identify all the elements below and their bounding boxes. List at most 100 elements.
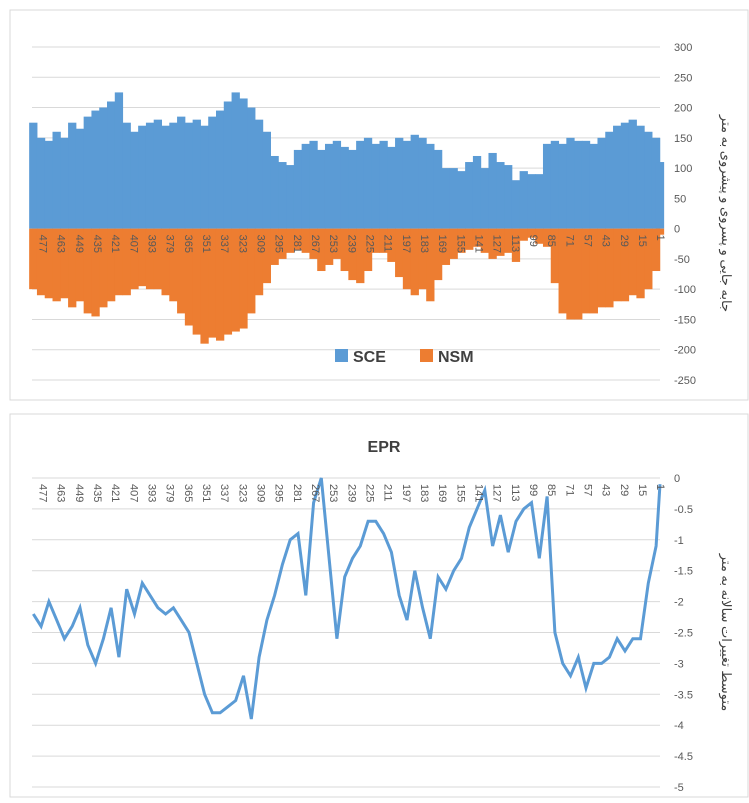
chart-frame	[9, 413, 749, 798]
bar	[114, 228, 124, 296]
x-tick-label: 435	[91, 235, 103, 253]
x-tick-label: 211	[382, 235, 394, 253]
y-tick-label: -2	[674, 597, 684, 609]
bar	[550, 228, 560, 284]
bar	[457, 171, 466, 229]
bar	[68, 122, 77, 229]
bar	[581, 228, 591, 314]
x-tick-label: 1	[654, 235, 666, 241]
bar	[504, 165, 513, 229]
bar	[597, 137, 606, 229]
bar	[83, 228, 92, 314]
bar	[371, 143, 380, 229]
x-tick-label: 141	[472, 235, 484, 253]
bar	[589, 228, 598, 314]
bar	[535, 228, 544, 244]
bar	[340, 228, 349, 272]
x-tick-label: 253	[327, 484, 339, 502]
x-tick-label: 197	[400, 484, 412, 502]
bar	[418, 228, 427, 290]
x-tick-label: 281	[291, 484, 303, 502]
x-tick-label: 155	[454, 484, 466, 502]
y-tick-label: -1.5	[674, 566, 693, 578]
bar	[332, 140, 342, 229]
bar	[52, 131, 61, 229]
x-tick-label: 365	[182, 484, 194, 502]
chart-frame	[9, 9, 749, 401]
x-tick-label: 57	[581, 484, 593, 496]
bar	[480, 168, 489, 229]
bar	[356, 228, 365, 284]
x-tick-label: 225	[363, 235, 375, 253]
x-tick-label: 477	[36, 484, 48, 502]
y-tick-label: 100	[674, 163, 692, 175]
bar	[262, 131, 271, 229]
y-axis-label: متوسط تغییرات سالانه به متر	[718, 553, 734, 712]
bar	[597, 228, 606, 308]
y-tick-label: 300	[674, 42, 692, 54]
bar	[613, 228, 622, 302]
bar	[99, 107, 108, 229]
bar	[231, 92, 240, 229]
bar	[60, 137, 69, 229]
bar	[293, 228, 303, 250]
bar	[527, 174, 536, 229]
x-tick-label: 127	[491, 235, 503, 253]
bar	[293, 149, 303, 229]
bar	[83, 116, 92, 229]
bar	[309, 140, 318, 229]
bar	[395, 137, 404, 229]
bar	[130, 131, 139, 229]
bar	[418, 137, 427, 229]
x-tick-label: 15	[636, 235, 648, 247]
x-tick-label: 477	[36, 235, 48, 253]
bar	[651, 228, 661, 272]
x-tick-label: 99	[527, 484, 539, 496]
bar	[247, 228, 256, 314]
x-tick-label: 449	[73, 235, 85, 253]
bar	[535, 174, 544, 229]
bar	[581, 140, 591, 229]
bar	[247, 107, 256, 229]
x-tick-label: 99	[527, 235, 539, 247]
legend-swatch	[420, 349, 433, 362]
bar	[379, 140, 388, 229]
bar	[402, 140, 412, 229]
x-tick-label: 113	[509, 484, 521, 502]
x-tick-label: 113	[509, 235, 521, 253]
bar	[239, 228, 248, 329]
bar	[449, 168, 458, 229]
x-tick-label: 281	[291, 235, 303, 253]
bar	[620, 228, 630, 302]
bar	[161, 125, 170, 229]
bar	[99, 228, 108, 308]
legend-label: NSM	[438, 349, 474, 366]
x-tick-label: 239	[345, 484, 357, 502]
bar	[286, 228, 295, 253]
bar	[340, 146, 349, 229]
bar	[184, 228, 194, 326]
bar	[75, 128, 85, 229]
bar	[457, 228, 466, 253]
y-tick-label: 0	[674, 473, 680, 485]
bar	[356, 140, 365, 229]
bar	[44, 228, 54, 299]
bar	[613, 125, 622, 229]
y-tick-label: -250	[674, 375, 696, 387]
bar	[426, 228, 435, 302]
bar	[348, 149, 357, 229]
line	[32, 477, 662, 720]
bar	[231, 228, 240, 332]
bar	[36, 228, 46, 296]
bar	[122, 228, 131, 296]
x-tick-label: 407	[127, 484, 139, 502]
bar	[605, 228, 614, 308]
x-tick-label: 309	[254, 484, 266, 502]
x-tick-label: 323	[236, 235, 248, 253]
bar	[60, 228, 69, 299]
bar	[169, 228, 178, 302]
x-tick-label: 43	[600, 484, 612, 496]
bar	[433, 228, 443, 281]
bar	[177, 116, 186, 229]
bar	[410, 134, 419, 229]
